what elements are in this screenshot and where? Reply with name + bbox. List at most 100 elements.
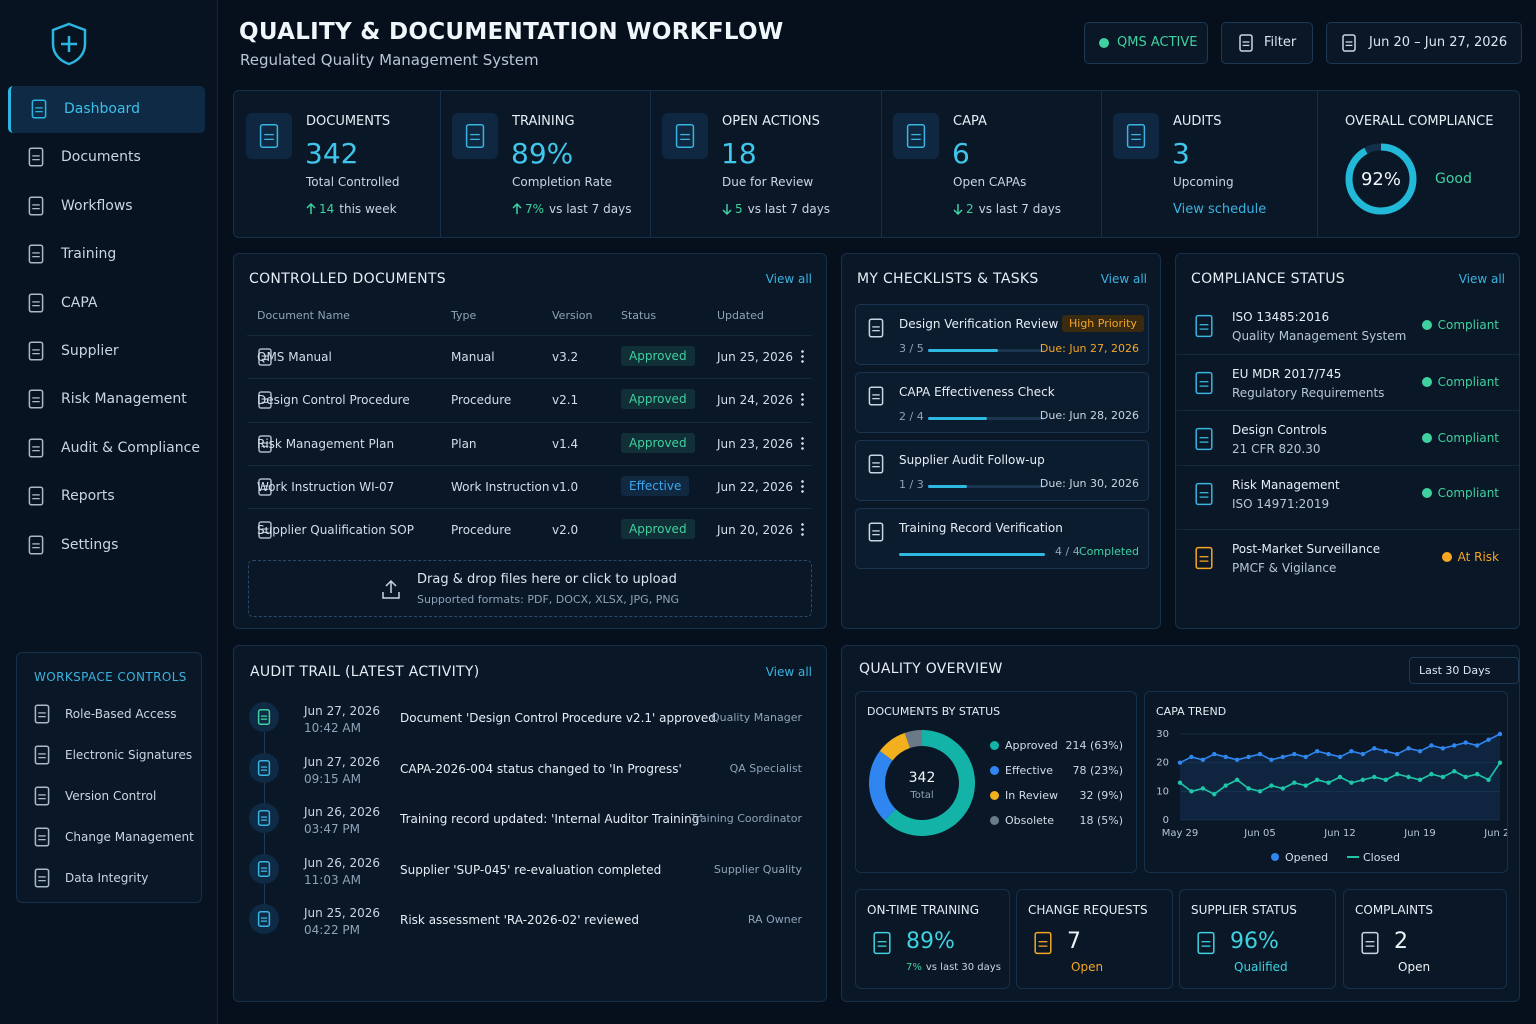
view-all[interactable]: View all bbox=[765, 272, 812, 286]
nav-label: Workflows bbox=[61, 197, 133, 214]
nav-item[interactable]: Risk Management bbox=[8, 376, 202, 423]
cell: Jun 20, 2026 bbox=[717, 523, 794, 538]
document-row[interactable]: Work Instruction WI-07 Work Instruction v1… bbox=[247, 464, 812, 509]
column-header: Version bbox=[552, 309, 593, 322]
compliance-row[interactable]: Design Controls 21 CFR 820.30 Compliant bbox=[1177, 409, 1519, 466]
audit-event[interactable]: Jun 25, 2026 04:22 PM Risk assessment 'RA-… bbox=[234, 901, 826, 943]
icon-shape bbox=[257, 860, 271, 877]
row-menu[interactable] bbox=[801, 478, 804, 493]
capa-trend: CAPA TREND 0 10 20 30 May 29 Jun 05 Jun 12 Jun 1… bbox=[1144, 691, 1508, 873]
data-point bbox=[1383, 777, 1388, 783]
audit-event[interactable]: Jun 27, 2026 10:42 AM Document 'Design Con… bbox=[234, 699, 826, 741]
icon bbox=[28, 244, 44, 264]
document-row[interactable]: Design Control Procedure Procedure v2.1 App… bbox=[247, 378, 812, 422]
icon-shape bbox=[28, 147, 44, 167]
legend-label: Approved bbox=[1005, 739, 1058, 752]
delta-text: vs last 7 days bbox=[747, 202, 831, 216]
document-row[interactable]: Supplier Qualification SOP Procedure v2.0 A… bbox=[247, 508, 812, 552]
compliance-row[interactable]: ISO 13485:2016 Quality Management System C… bbox=[1177, 298, 1519, 353]
checklists: MY CHECKLISTS & TASKS View all Design Veri… bbox=[841, 253, 1161, 629]
data-point bbox=[1429, 771, 1434, 777]
task-card[interactable]: Training Record Verification 4 / 4 Complet… bbox=[855, 508, 1149, 569]
row-menu[interactable] bbox=[801, 349, 804, 363]
task-card[interactable]: Supplier Audit Follow-up 1 / 3 Due: Jun 30… bbox=[855, 440, 1149, 501]
cell: v3.2 bbox=[552, 350, 579, 364]
icon bbox=[258, 434, 272, 453]
status-text: Compliant bbox=[1437, 430, 1499, 445]
row-menu[interactable] bbox=[801, 522, 804, 537]
view-all[interactable]: View all bbox=[1100, 272, 1147, 286]
nav-item[interactable]: Settings bbox=[8, 522, 202, 569]
view-all[interactable]: View all bbox=[765, 665, 812, 679]
status-badge[interactable]: QMS ACTIVE bbox=[1084, 22, 1208, 64]
section-title: WORKSPACE CONTROLS bbox=[34, 670, 187, 684]
document-row[interactable]: QMS Manual Manual v3.2 Approved Jun 25, 2026 bbox=[247, 335, 812, 379]
compliance-row[interactable]: Risk Management ISO 14971:2019 Compliant bbox=[1177, 465, 1519, 521]
icon-shape bbox=[34, 704, 50, 724]
task-due: Due: Jun 28, 2026 bbox=[1039, 409, 1139, 422]
nav-item[interactable]: Reports bbox=[8, 473, 202, 520]
icon-shape bbox=[28, 341, 44, 361]
audit-event[interactable]: Jun 26, 2026 11:03 AM Supplier 'SUP-045' r… bbox=[234, 851, 826, 893]
cell: QMS Manual bbox=[257, 350, 332, 364]
control-item[interactable]: Role-Based Access bbox=[29, 703, 199, 727]
data-point bbox=[1417, 749, 1423, 754]
control-item[interactable]: Version Control bbox=[29, 785, 199, 809]
task-progress-label: 2 / 4 bbox=[899, 410, 924, 423]
upload-zone[interactable]: Drag & drop files here or click to uploa… bbox=[248, 560, 812, 617]
icon bbox=[1195, 547, 1213, 570]
compliance-row[interactable]: Post-Market Surveillance PMCF & Vigilance… bbox=[1177, 529, 1519, 585]
event-icon bbox=[249, 803, 279, 833]
x-tick-label: Jun 19 bbox=[1403, 828, 1436, 839]
filter-button[interactable]: Filter bbox=[1221, 22, 1313, 64]
data-point bbox=[1200, 757, 1206, 762]
nav-item[interactable]: Dashboard bbox=[8, 86, 205, 133]
task-card[interactable]: Design Verification Review High Priority 3… bbox=[855, 304, 1149, 365]
kpi-link[interactable]: View schedule bbox=[1173, 202, 1267, 217]
data-point bbox=[1326, 780, 1331, 785]
standard-detail: Quality Management System bbox=[1232, 329, 1407, 343]
kpi-card: OPEN ACTIONS 18 Due for Review 5 vs last 7 d… bbox=[650, 91, 882, 237]
nav-item[interactable]: Training bbox=[8, 231, 202, 278]
nav-label: CAPA bbox=[61, 294, 98, 311]
data-point bbox=[1474, 743, 1480, 748]
document-row[interactable]: Risk Management Plan Plan v1.4 Approved Jun … bbox=[247, 421, 812, 466]
x-tick-label: Jun 26 bbox=[1483, 828, 1507, 839]
range-select[interactable]: Last 30 Days bbox=[1409, 657, 1520, 684]
nav-item[interactable]: Workflows bbox=[8, 183, 202, 230]
icon-shape bbox=[382, 579, 400, 599]
audit-event[interactable]: Jun 26, 2026 03:47 PM Training record upda… bbox=[234, 800, 826, 842]
view-all[interactable]: View all bbox=[1458, 272, 1505, 286]
row-menu[interactable] bbox=[801, 435, 804, 450]
compliance-row[interactable]: EU MDR 2017/745 Regulatory Requirements Co… bbox=[1177, 353, 1519, 410]
icon-shape bbox=[257, 810, 271, 826]
task-card[interactable]: CAPA Effectiveness Check 2 / 4 Due: Jun 28… bbox=[855, 372, 1149, 433]
event-date: Jun 27, 2026 bbox=[304, 754, 381, 769]
nav-item[interactable]: Supplier bbox=[8, 328, 202, 375]
donut-segment bbox=[879, 732, 910, 761]
icon-shape bbox=[258, 391, 272, 410]
legend-label: Effective bbox=[1005, 764, 1053, 777]
trend-arrow bbox=[306, 203, 316, 214]
data-point bbox=[1257, 789, 1263, 794]
legend-value: 214 (63%) bbox=[1065, 739, 1123, 752]
data-point bbox=[1212, 792, 1217, 797]
data-point bbox=[1406, 746, 1411, 751]
status-badge: Approved bbox=[621, 346, 695, 366]
row-menu[interactable] bbox=[801, 392, 804, 407]
delta-value: 7% bbox=[906, 962, 922, 973]
nav-item[interactable]: Audit & Compliance bbox=[8, 425, 202, 472]
control-item[interactable]: Change Management bbox=[29, 826, 199, 850]
nav-item[interactable]: Documents bbox=[8, 134, 202, 181]
nav-item[interactable]: CAPA bbox=[8, 280, 202, 327]
standard-detail: PMCF & Vigilance bbox=[1232, 561, 1337, 576]
data-point bbox=[1280, 754, 1286, 760]
audit-event[interactable]: Jun 27, 2026 09:15 AM CAPA-2026-004 status… bbox=[234, 750, 826, 792]
date-picker[interactable]: Jun 20 – Jun 27, 2026 bbox=[1326, 22, 1522, 64]
control-item[interactable]: Data Integrity bbox=[29, 867, 199, 891]
status-text: Compliant bbox=[1437, 374, 1499, 389]
control-item[interactable]: Electronic Signatures bbox=[29, 744, 199, 768]
kpi-caption: Completion Rate bbox=[512, 175, 613, 189]
data-point bbox=[1372, 746, 1377, 751]
